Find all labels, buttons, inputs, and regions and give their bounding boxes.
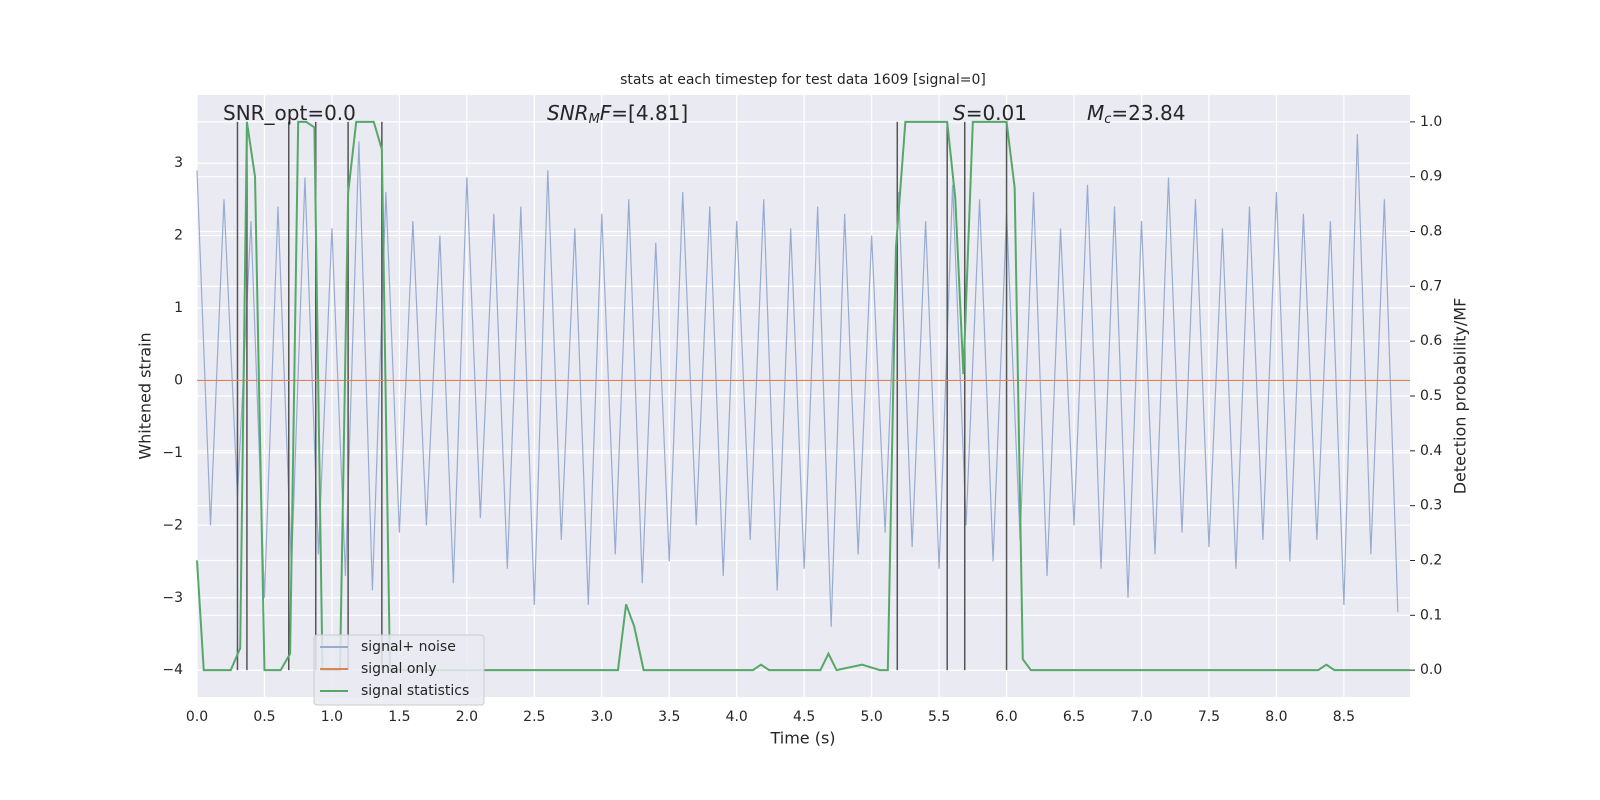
x-tick-label: 7.0 xyxy=(1130,709,1152,725)
y2-tick-label: 0.9 xyxy=(1420,169,1442,185)
x-tick-label: 3.0 xyxy=(591,709,613,725)
annotation: SNRMF=[4.81] xyxy=(547,101,688,127)
annotation-part: S xyxy=(953,101,966,125)
x-tick-label: 5.0 xyxy=(861,709,883,725)
y-tick-label: 1 xyxy=(174,300,183,316)
annotation: S=0.01 xyxy=(953,101,1027,125)
y2-tick-label: 0.6 xyxy=(1420,333,1442,349)
y-tick-label: −2 xyxy=(162,517,183,533)
annotation: Mc=23.84 xyxy=(1087,101,1185,127)
y-tick-label: 3 xyxy=(174,155,183,171)
y2-axis-label: Detection probability/MF xyxy=(1451,298,1470,495)
legend-label: signal only xyxy=(361,661,436,677)
y-tick-label: −3 xyxy=(162,590,183,606)
annotation-part: F xyxy=(600,101,612,125)
y2-tick-label: 0.1 xyxy=(1420,607,1442,623)
x-tick-label: 8.0 xyxy=(1265,709,1287,725)
annotation-part: c xyxy=(1104,112,1111,127)
annotation-part: SNR_opt=0.0 xyxy=(223,101,356,125)
x-tick-label: 6.5 xyxy=(1063,709,1085,725)
y2-tick-label: 0.8 xyxy=(1420,224,1442,240)
annotation-part: M xyxy=(589,112,600,127)
y-axis-label: Whitened strain xyxy=(136,332,155,459)
legend-label: signal statistics xyxy=(361,683,469,699)
y-tick-label: −4 xyxy=(162,662,183,678)
x-tick-label: 0.5 xyxy=(253,709,275,725)
x-tick-label: 1.5 xyxy=(388,709,410,725)
x-tick-label: 1.0 xyxy=(321,709,343,725)
y2-tick-label: 0.5 xyxy=(1420,388,1442,404)
x-tick-label: 8.5 xyxy=(1333,709,1355,725)
x-tick-label: 5.5 xyxy=(928,709,950,725)
y2-tick-label: 1.0 xyxy=(1420,114,1442,130)
x-tick-label: 7.5 xyxy=(1198,709,1220,725)
annotation-part: M xyxy=(1087,101,1104,125)
annotation-part: SNR xyxy=(547,101,589,125)
series-line xyxy=(196,134,1399,627)
y2-tick-label: 0.3 xyxy=(1420,498,1442,514)
x-tick-label: 0.0 xyxy=(186,709,208,725)
y-tick-label: 0 xyxy=(174,372,183,388)
x-tick-label: 3.5 xyxy=(658,709,680,725)
annotation-part: =0.01 xyxy=(966,101,1027,125)
x-tick-label: 2.5 xyxy=(523,709,545,725)
y2-tick-label: 0.7 xyxy=(1420,278,1442,294)
x-tick-label: 4.0 xyxy=(726,709,748,725)
x-tick-label: 2.0 xyxy=(456,709,478,725)
y-tick-label: 2 xyxy=(174,228,183,244)
x-tick-label: 4.5 xyxy=(793,709,815,725)
chart-title: stats at each timestep for test data 160… xyxy=(620,72,986,88)
series-line xyxy=(196,120,1410,672)
annotation: SNR_opt=0.0 xyxy=(223,101,356,125)
annotation-part: =23.84 xyxy=(1111,101,1185,125)
y2-tick-label: 0.0 xyxy=(1420,662,1442,678)
y2-tick-label: 0.2 xyxy=(1420,552,1442,568)
legend-box xyxy=(313,634,485,706)
annotation-part: =[4.81] xyxy=(611,101,688,125)
y-tick-label: −1 xyxy=(162,445,183,461)
x-tick-label: 6.0 xyxy=(995,709,1017,725)
y2-tick-label: 0.4 xyxy=(1420,443,1442,459)
legend-label: signal+ noise xyxy=(361,639,456,655)
x-axis-label: Time (s) xyxy=(769,729,835,748)
